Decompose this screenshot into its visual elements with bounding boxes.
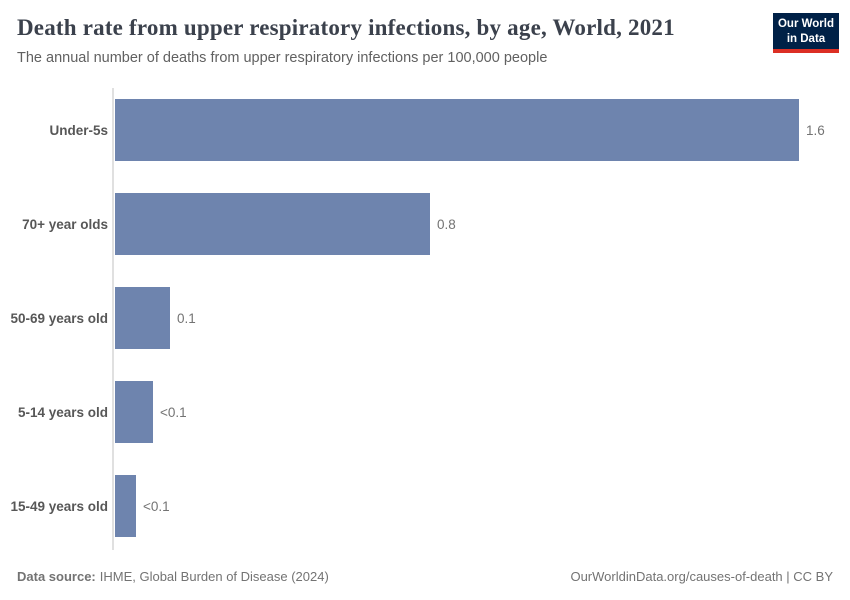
owid-logo-line1: Our World xyxy=(777,18,834,30)
page-subtitle: The annual number of deaths from upper r… xyxy=(17,50,548,66)
bar[interactable] xyxy=(115,287,170,349)
category-label: 70+ year olds xyxy=(22,216,108,232)
bar[interactable] xyxy=(115,193,430,255)
page-title: Death rate from upper respiratory infect… xyxy=(17,15,675,40)
owid-logo-line2: in Data xyxy=(786,32,826,45)
attribution-link[interactable]: OurWorldinData.org/causes-of-death | CC … xyxy=(570,569,833,584)
bar-row: Under-5s 1.6 xyxy=(0,99,850,161)
value-label: 0.1 xyxy=(177,310,196,326)
data-source-value: IHME, Global Burden of Disease (2024) xyxy=(99,569,329,584)
bar-row: 5-14 years old <0.1 xyxy=(0,381,850,443)
value-label: <0.1 xyxy=(160,404,187,420)
bar[interactable] xyxy=(115,381,153,443)
owid-logo: Our World in Data xyxy=(773,13,839,53)
bar[interactable] xyxy=(115,99,799,161)
bar-row: 70+ year olds 0.8 xyxy=(0,193,850,255)
category-label: 15-49 years old xyxy=(10,498,108,514)
bar-row: 50-69 years old 0.1 xyxy=(0,287,850,349)
category-label: 50-69 years old xyxy=(10,310,108,326)
bar-row: 15-49 years old <0.1 xyxy=(0,475,850,537)
y-axis-line xyxy=(112,88,114,550)
data-source-label: Data source: xyxy=(17,569,96,584)
bar[interactable] xyxy=(115,475,136,537)
category-label: 5-14 years old xyxy=(17,404,108,420)
category-label: Under-5s xyxy=(49,122,108,138)
value-label: <0.1 xyxy=(143,498,170,514)
data-source-note: Data source: IHME, Global Burden of Disea… xyxy=(17,569,329,584)
value-label: 0.8 xyxy=(437,216,456,232)
value-label: 1.6 xyxy=(806,122,825,138)
